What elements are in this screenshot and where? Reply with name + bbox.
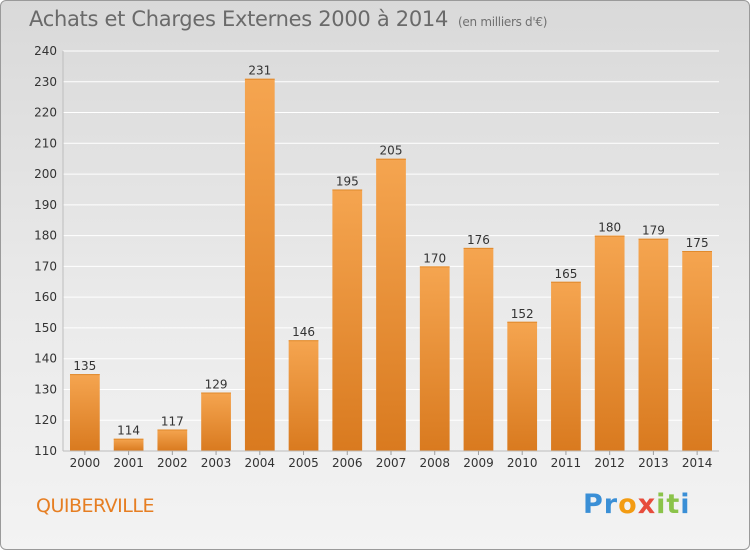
bar	[288, 340, 319, 451]
x-tick-label: 2005	[288, 456, 319, 470]
y-tick-label: 140	[34, 352, 57, 366]
data-label: 205	[380, 144, 403, 158]
y-tick-label: 220	[34, 106, 57, 120]
data-label: 146	[292, 325, 315, 339]
bar	[332, 189, 363, 451]
y-tick-label: 230	[34, 75, 57, 89]
bar	[244, 78, 275, 451]
y-tick-label: 240	[34, 44, 57, 58]
data-label: 176	[467, 233, 490, 247]
bar	[638, 238, 669, 451]
x-tick-label: 2012	[594, 456, 625, 470]
data-label: 231	[248, 64, 271, 78]
x-tick-label: 2006	[332, 456, 363, 470]
data-label: 170	[423, 251, 446, 265]
y-tick-label: 120	[34, 413, 57, 427]
bar	[157, 429, 188, 451]
data-label: 114	[117, 424, 140, 438]
label-layer: 135 114 117 129 231 146 195 205 170 176 152 165 180 1…	[73, 64, 708, 438]
x-tick-label: 2013	[638, 456, 669, 470]
y-tick-label: 180	[34, 229, 57, 243]
data-label: 179	[642, 224, 665, 238]
bar	[69, 374, 100, 451]
chart-subtitle: (en milliers d'€)	[458, 15, 548, 29]
x-tick-label: 2003	[201, 456, 232, 470]
x-tick-label: 2008	[419, 456, 450, 470]
logo-letter: r	[603, 489, 619, 520]
proxiti-logo[interactable]: Proxiti	[583, 489, 691, 520]
bar	[113, 438, 144, 451]
bar	[463, 247, 494, 451]
x-tick-label: 2009	[463, 456, 494, 470]
y-tick-label: 160	[34, 290, 57, 304]
x-tick-label: 2011	[551, 456, 582, 470]
x-tick-label: 2001	[113, 456, 144, 470]
bar	[201, 392, 231, 451]
y-tick-label: 190	[34, 198, 57, 212]
logo-letter: P	[583, 489, 604, 520]
chart-title: Achats et Charges Externes 2000 à 2014 (e…	[29, 7, 547, 31]
y-tick-label: 150	[34, 321, 57, 335]
logo-letter: x	[637, 489, 657, 520]
y-tick-label: 170	[34, 259, 57, 273]
y-tick-label: 130	[34, 382, 57, 396]
y-tick-label: 200	[34, 167, 57, 181]
x-tick-label: 2002	[157, 456, 188, 470]
x-tick-label: 2000	[70, 456, 101, 470]
bar	[507, 321, 538, 451]
data-label: 135	[73, 359, 96, 373]
logo-letter: i	[680, 489, 691, 520]
data-label: 165	[554, 267, 577, 281]
y-tick-label: 210	[34, 136, 57, 150]
bar	[419, 266, 450, 451]
bar	[551, 281, 581, 451]
logo-letter: t	[666, 489, 681, 520]
bar	[594, 235, 625, 451]
y-tick-label: 110	[34, 444, 57, 458]
bar	[682, 251, 713, 451]
data-label: 180	[598, 221, 621, 235]
axis-layer: 110 120 130 140 150 160 170 180 190 200 210 220 230 2…	[34, 44, 719, 470]
logo-letter: i	[656, 489, 667, 520]
data-label: 117	[161, 414, 184, 428]
x-tick-label: 2010	[507, 456, 538, 470]
bar	[376, 158, 406, 451]
bar-layer	[69, 78, 713, 451]
data-label: 129	[205, 378, 228, 392]
data-label: 175	[686, 236, 709, 250]
data-label: 152	[511, 307, 534, 321]
chart-title-text: Achats et Charges Externes 2000 à 2014	[29, 7, 449, 31]
x-tick-label: 2014	[682, 456, 713, 470]
x-tick-label: 2007	[376, 456, 407, 470]
data-label: 195	[336, 174, 359, 188]
logo-letter: o	[618, 489, 638, 520]
commune-name: QUIBERVILLE	[36, 495, 154, 517]
x-tick-label: 2004	[245, 456, 276, 470]
